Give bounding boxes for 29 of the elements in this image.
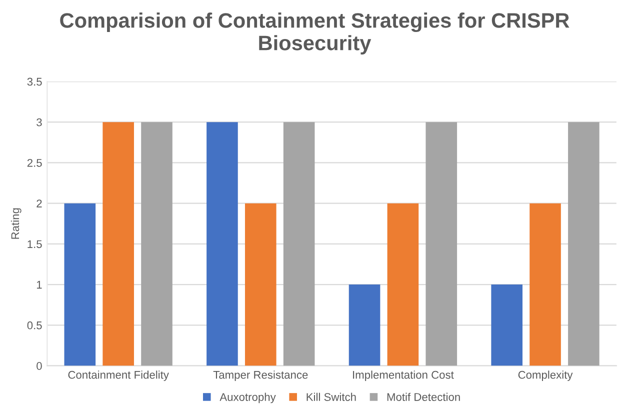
bar bbox=[426, 122, 458, 366]
y-tick-label: 3.5 bbox=[27, 78, 42, 86]
bar bbox=[387, 203, 419, 366]
y-tick-label: 3 bbox=[36, 118, 42, 126]
bar bbox=[348, 284, 380, 366]
y-axis-title: Rating bbox=[10, 208, 22, 239]
bar bbox=[244, 203, 276, 366]
bar bbox=[64, 203, 96, 366]
legend-label: Auxotrophy bbox=[220, 392, 276, 404]
legend-label: Motif Detection bbox=[387, 392, 460, 401]
x-tick-label: Implementation Cost bbox=[353, 370, 454, 381]
chart-title: Comparision of Containment Strategies for CRISPR Biosecurity bbox=[60, 12, 570, 54]
y-tick-label: 1.5 bbox=[28, 240, 42, 248]
legend-label: Kill Switch bbox=[306, 392, 356, 401]
y-tick-label: 0.5 bbox=[27, 321, 42, 330]
bar bbox=[283, 122, 315, 366]
bar bbox=[102, 122, 134, 366]
y-tick-label: 2.5 bbox=[27, 158, 42, 167]
bar bbox=[206, 122, 238, 366]
x-tick-label: Tamper Resistance bbox=[213, 370, 308, 381]
y-tick-label: 2 bbox=[36, 200, 42, 208]
y-tick-label: 0 bbox=[36, 362, 42, 370]
y-tick-label: 1 bbox=[36, 280, 42, 289]
bar bbox=[491, 284, 522, 366]
bar bbox=[568, 122, 600, 366]
bar bbox=[530, 203, 561, 366]
bar bbox=[141, 122, 172, 366]
x-tick-label: Containment Fidelity bbox=[68, 370, 169, 381]
x-tick-label: Complexity bbox=[518, 370, 573, 381]
